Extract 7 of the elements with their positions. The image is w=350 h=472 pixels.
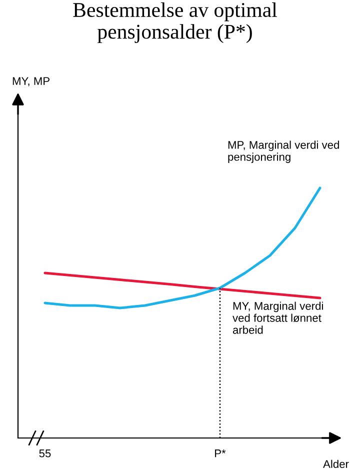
series-label: MY, Marginal verdi ved fortsatt lønnet arbeid	[232, 302, 323, 334]
x-tick-label: 55	[39, 450, 51, 458]
x-axis-title: Alder	[323, 460, 349, 468]
chart-title: Bestemmelse av optimal pensjonsalder (P*)	[73, 2, 277, 44]
x-tick-label: P*	[215, 450, 226, 458]
text: MP, Marginal verdi ved pensjonering	[228, 140, 339, 163]
text: MY, MP	[12, 77, 50, 86]
